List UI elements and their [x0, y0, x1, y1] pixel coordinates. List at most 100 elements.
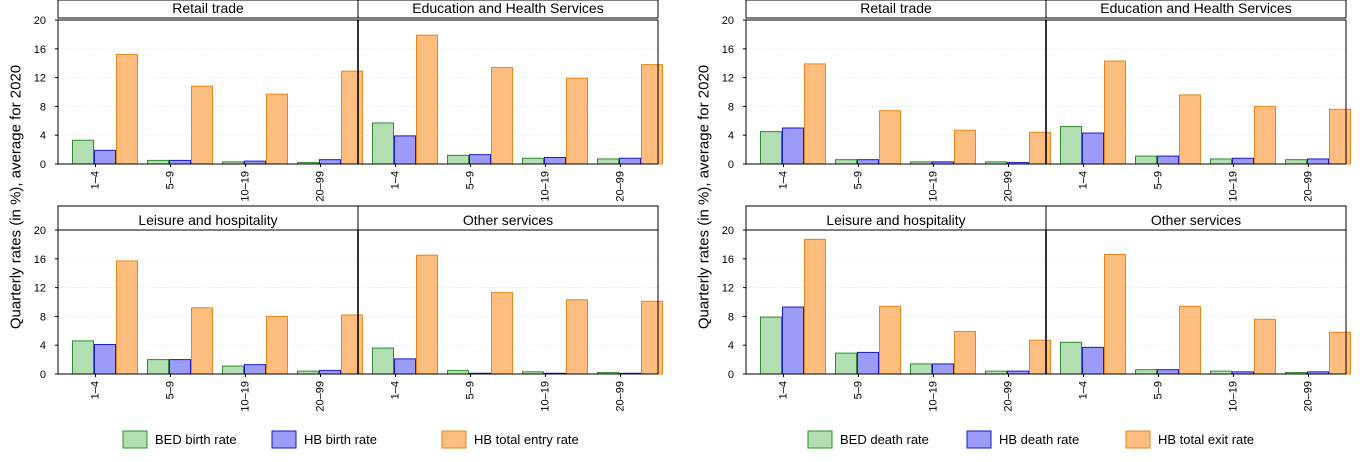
legend-swatch-hb [966, 430, 992, 449]
panel-3: Leisure and hospitality 1–4 5–9 10–19 20–99 0… [722, 205, 1051, 412]
y-tick-label: 4 [728, 340, 734, 352]
category-label: 20–99 [1303, 381, 1315, 412]
legend-swatch-bed [807, 430, 833, 449]
bar-hb [1082, 132, 1104, 165]
bar-hb [1307, 158, 1329, 165]
bar-hb [1157, 155, 1179, 165]
bar-hb [857, 351, 879, 375]
legend-swatch-total [1125, 430, 1151, 449]
category-label: 20–99 [1003, 171, 1015, 202]
category-label: 20–99 [615, 171, 627, 202]
category-label: 10–19 [1228, 381, 1240, 412]
bar-total [566, 77, 588, 165]
category-label: 5–9 [1153, 171, 1165, 189]
y-tick-label: 20 [34, 225, 46, 237]
bar-total [1254, 318, 1276, 375]
category-label: 20–99 [1303, 171, 1315, 202]
bar-hb [394, 135, 416, 165]
legend: BED birth rate HB birth rate HB total entr… [122, 430, 579, 449]
bar-bed [447, 369, 469, 375]
bar-bed [835, 159, 857, 165]
bar-hb [1082, 346, 1104, 375]
y-tick-label: 12 [722, 283, 734, 295]
panel-1: Retail trade 1–4 5–9 10–19 20–99 0 4 8 12 16 20 [34, 0, 363, 202]
bar-total [191, 85, 213, 165]
bar-bed [147, 159, 169, 165]
chart-figure-1: Quarterly rates (in %), average for 2020… [8, 0, 663, 449]
bar-total [491, 67, 513, 165]
bar-bed [760, 131, 782, 165]
category-label: 1–4 [390, 171, 402, 189]
category-label: 5–9 [1153, 381, 1165, 399]
bar-total [416, 254, 438, 375]
panel-title: Education and Health Services [412, 0, 603, 16]
bar-total [954, 129, 976, 165]
category-label: 20–99 [315, 381, 327, 412]
bar-total [266, 93, 288, 165]
bar-total [1104, 253, 1126, 375]
bar-bed [1060, 341, 1082, 375]
category-label: 1–4 [90, 171, 102, 189]
bar-bed [597, 158, 619, 165]
bar-hb [169, 359, 191, 375]
chart-figure-2: Quarterly rates (in %), average for 2020… [696, 0, 1351, 449]
y-tick-label: 16 [34, 44, 46, 56]
bar-bed [447, 154, 469, 165]
bar-bed [1060, 126, 1082, 165]
panel-title: Education and Health Services [1100, 0, 1291, 16]
bar-hb [1232, 157, 1254, 165]
category-label: 10–19 [540, 171, 552, 202]
category-label: 1–4 [90, 381, 102, 399]
panel-title-box [1045, 0, 1347, 19]
category-label: 1–4 [778, 381, 790, 399]
y-tick-label: 12 [34, 73, 46, 85]
y-tick-label: 20 [34, 15, 46, 27]
bar-hb [319, 159, 341, 165]
bar-hb [94, 149, 116, 165]
bar-total [804, 238, 826, 375]
category-label: 10–19 [1228, 171, 1240, 202]
y-tick-label: 0 [40, 159, 46, 171]
bar-total [341, 70, 363, 165]
bar-total [566, 299, 588, 375]
bar-total [1329, 108, 1351, 165]
bar-bed [1135, 155, 1157, 165]
category-label: 5–9 [853, 381, 865, 399]
panel-title: Other services [463, 212, 553, 228]
y-tick-label: 8 [40, 311, 46, 323]
bar-bed [1135, 369, 1157, 375]
y-tick-label: 4 [40, 340, 46, 352]
category-label: 20–99 [1003, 381, 1015, 412]
panel-title-box [357, 0, 659, 19]
legend-label: HB death rate [999, 432, 1079, 447]
bar-hb [94, 343, 116, 375]
y-tick-label: 16 [722, 254, 734, 266]
bar-bed [72, 139, 94, 165]
bar-total [1179, 305, 1201, 375]
panel-title: Leisure and hospitality [138, 212, 277, 228]
legend-label: BED death rate [840, 432, 929, 447]
y-tick-label: 20 [722, 225, 734, 237]
panel-title: Other services [1151, 212, 1241, 228]
panel-4: Other services 1–4 5–9 10–19 20–99 [1045, 205, 1351, 412]
bar-bed [910, 363, 932, 375]
bar-bed [72, 340, 94, 375]
bar-hb [932, 363, 954, 375]
category-label: 5–9 [465, 381, 477, 399]
bar-total [191, 307, 213, 375]
bar-bed [1210, 158, 1232, 165]
bar-bed [222, 365, 244, 375]
category-label: 10–19 [540, 381, 552, 412]
bar-hb [782, 306, 804, 375]
legend-label: HB total entry rate [474, 432, 579, 447]
y-tick-label: 12 [34, 283, 46, 295]
category-label: 1–4 [1078, 381, 1090, 399]
category-label: 20–99 [315, 171, 327, 202]
bar-total [879, 110, 901, 165]
bar-hb [1157, 369, 1179, 375]
y-tick-label: 8 [40, 101, 46, 113]
bar-bed [835, 352, 857, 375]
panel-2: Education and Health Services 1–4 5–9 10–19… [1045, 0, 1351, 202]
bar-total [491, 292, 513, 375]
